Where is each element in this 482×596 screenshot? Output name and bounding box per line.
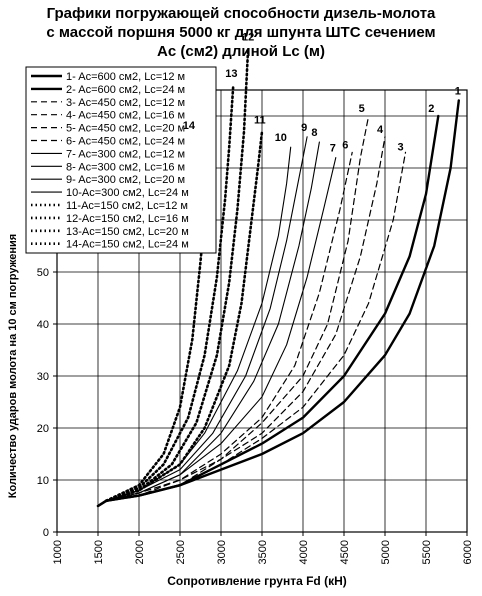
y-tick-label: 30 <box>37 371 49 383</box>
curve-label-14: 14 <box>183 120 196 132</box>
curve-label-9: 9 <box>301 122 307 134</box>
legend: 1- Ac=600 см2, Lc=12 м2- Ac=600 см2, Lc=… <box>25 66 217 254</box>
legend-entry-11: 11-Ac=150 см2, Lc=12 м <box>66 200 188 212</box>
y-tick-label: 0 <box>43 527 49 539</box>
curve-label-5: 5 <box>359 103 365 115</box>
x-tick-label: 2500 <box>175 540 187 564</box>
series-line-6 <box>105 151 353 502</box>
plot-border <box>56 89 468 533</box>
legend-entry-3: 3- Ac=450 см2, Lc=12 м <box>66 97 185 109</box>
x-tick-label: 2000 <box>134 540 146 564</box>
x-tick-label: 3500 <box>257 540 269 564</box>
legend-entry-6: 6- Ac=450 см2, Lc=24 м <box>66 136 185 148</box>
curve-label-6: 6 <box>342 139 348 151</box>
series-line-8 <box>105 141 320 502</box>
legend-box <box>25 66 217 254</box>
legend-entry-1: 1- Ac=600 см2, Lc=12 м <box>66 71 185 83</box>
x-tick-label: 5000 <box>380 540 392 564</box>
series-line-13 <box>104 83 235 503</box>
x-tick-label: 3000 <box>216 540 228 564</box>
curve-label-13: 13 <box>225 68 237 80</box>
x-tick-label: 4000 <box>298 540 310 564</box>
axes: 1000 1500 2000 2500 3000 3500 4000 4500 5000 5500… <box>37 89 474 564</box>
curve-label-12: 12 <box>242 31 254 43</box>
curve-label-11: 11 <box>254 115 266 127</box>
y-axis-label: Количество ударов молота на 10 см погруж… <box>7 234 19 498</box>
curve-label-3: 3 <box>398 141 404 153</box>
x-axis-label: Сопротивление грунта Fd (кН) <box>167 574 346 588</box>
chart-title-line-3: Ac (см2) длиной Lc (м) <box>157 43 325 60</box>
legend-entry-5: 5- Ac=450 см2, Lc=20 м <box>66 123 185 135</box>
curve-label-7: 7 <box>330 143 336 155</box>
curve-label-8: 8 <box>311 127 317 139</box>
series-line-9 <box>105 136 308 502</box>
x-tick-label: 5500 <box>421 540 433 564</box>
series-line-5 <box>105 115 370 502</box>
series-line-12 <box>104 47 250 503</box>
curve-label-4: 4 <box>377 124 384 136</box>
y-tick-label: 50 <box>37 267 49 279</box>
y-tick-label: 10 <box>37 475 49 487</box>
curve-label-1: 1 <box>455 85 461 97</box>
x-tick-label: 6000 <box>462 540 474 564</box>
legend-entry-14: 14-Ac=150 см2, Lc=24 м <box>66 239 189 251</box>
series-line-2 <box>96 114 440 508</box>
chart-title: Графики погружающей способности дизель-м… <box>0 4 482 61</box>
legend-entry-8: 8- Ac=300 см2, Lc=16 м <box>66 161 185 173</box>
legend-entry-7: 7- Ac=300 см2, Lc=12 м <box>66 148 185 160</box>
legend-entry-12: 12-Ac=150 см2, Lc=16 м <box>66 213 189 225</box>
series-line-4 <box>105 136 386 502</box>
series-group <box>96 47 460 508</box>
chart-title-line-2: с массой поршня 5000 кг для шпунта ШТС с… <box>46 24 436 41</box>
curve-label-10: 10 <box>275 132 287 144</box>
chart-title-line-1: Графики погружающей способности дизель-м… <box>46 5 436 22</box>
x-tick-label: 1500 <box>93 540 105 564</box>
legend-entry-2: 2- Ac=600 см2, Lc=24 м <box>66 84 185 96</box>
x-tick-label: 1000 <box>52 540 64 564</box>
series-line-11 <box>104 130 264 503</box>
y-tick-label: 40 <box>37 319 49 331</box>
x-tick-label: 4500 <box>339 540 351 564</box>
legend-entry-13: 13-Ac=150 см2, Lc=20 м <box>66 226 189 238</box>
legend-entry-10: 10-Ac=300 см2, Lc=24 м <box>66 187 189 199</box>
legend-entry-4: 4- Ac=450 см2, Lc=16 м <box>66 110 185 122</box>
legend-entry-9: 9- Ac=300 см2, Lc=20 м <box>66 174 185 186</box>
y-tick-label: 20 <box>37 423 49 435</box>
curve-label-2: 2 <box>428 103 434 115</box>
